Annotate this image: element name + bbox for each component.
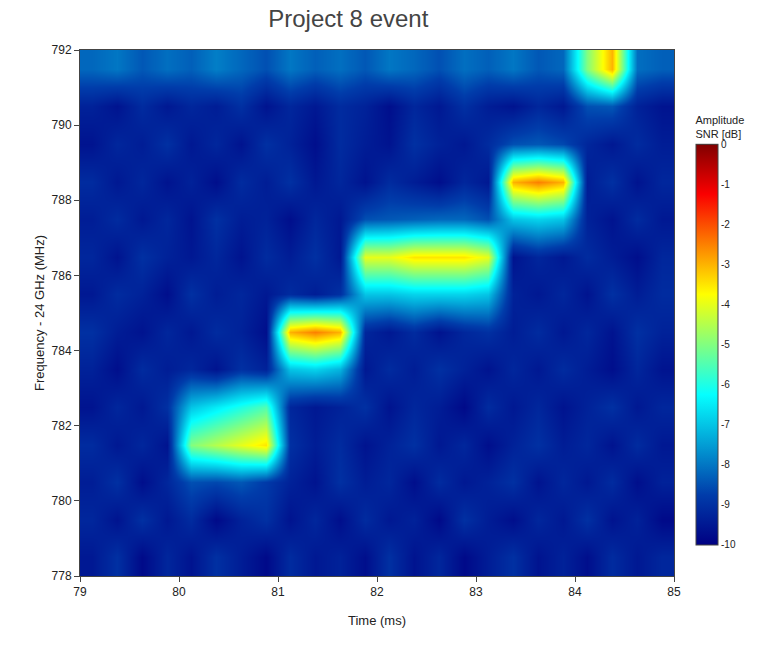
svg-text:-4: -4 bbox=[721, 299, 730, 310]
svg-text:782: 782 bbox=[52, 419, 72, 433]
svg-text:81: 81 bbox=[271, 585, 285, 599]
svg-text:0: 0 bbox=[721, 139, 727, 150]
svg-text:79: 79 bbox=[73, 585, 87, 599]
svg-text:-3: -3 bbox=[721, 259, 730, 270]
svg-text:-8: -8 bbox=[721, 459, 730, 470]
svg-text:-6: -6 bbox=[721, 379, 730, 390]
svg-text:-7: -7 bbox=[721, 419, 730, 430]
svg-text:778: 778 bbox=[52, 569, 72, 583]
svg-text:-2: -2 bbox=[721, 219, 730, 230]
svg-text:-9: -9 bbox=[721, 499, 730, 510]
svg-text:AmplitudeSNR [dB]: AmplitudeSNR [dB] bbox=[695, 114, 744, 140]
svg-text:780: 780 bbox=[52, 494, 72, 508]
svg-text:Project 8 event: Project 8 event bbox=[268, 5, 428, 32]
svg-text:82: 82 bbox=[370, 585, 384, 599]
svg-text:784: 784 bbox=[52, 344, 72, 358]
svg-text:786: 786 bbox=[52, 269, 72, 283]
svg-text:-1: -1 bbox=[721, 179, 730, 190]
svg-text:83: 83 bbox=[469, 585, 483, 599]
svg-text:-5: -5 bbox=[721, 339, 730, 350]
svg-text:792: 792 bbox=[52, 43, 72, 57]
svg-text:788: 788 bbox=[52, 193, 72, 207]
svg-text:80: 80 bbox=[172, 585, 186, 599]
svg-text:-10: -10 bbox=[721, 539, 736, 550]
svg-text:85: 85 bbox=[667, 585, 681, 599]
svg-text:84: 84 bbox=[568, 585, 582, 599]
svg-text:Frequency - 24 GHz (MHz): Frequency - 24 GHz (MHz) bbox=[32, 235, 47, 391]
svg-text:790: 790 bbox=[52, 118, 72, 132]
svg-text:Time (ms): Time (ms) bbox=[348, 613, 406, 628]
